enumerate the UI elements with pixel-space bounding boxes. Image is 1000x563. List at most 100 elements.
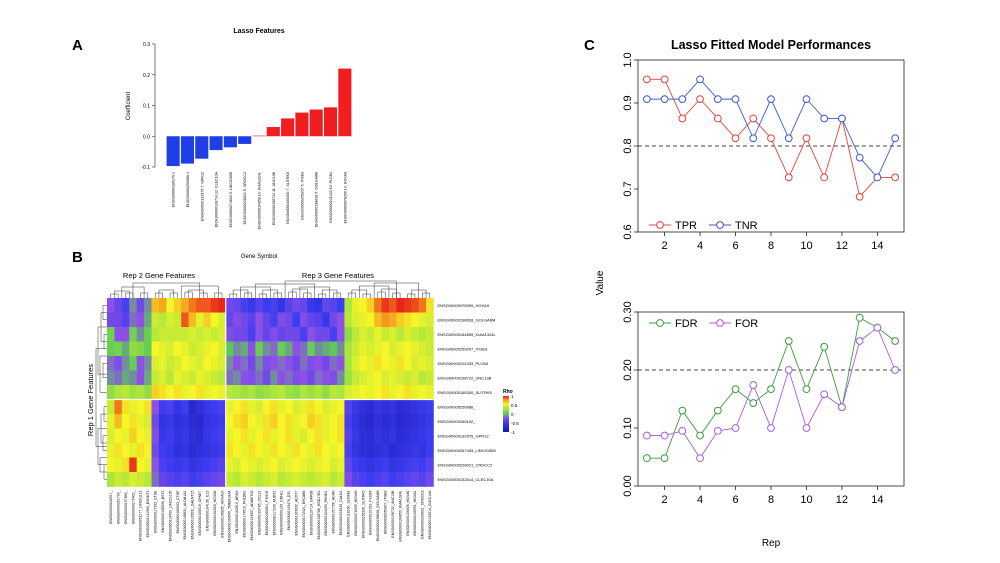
heatmap-cell bbox=[337, 428, 345, 444]
heatmap-cell bbox=[166, 356, 175, 371]
heatmap-cell bbox=[329, 341, 338, 357]
heatmap-cell bbox=[344, 341, 353, 357]
heatmap-cell bbox=[337, 298, 345, 313]
data-point-fdr bbox=[713, 406, 722, 415]
heatmap-cell bbox=[285, 370, 293, 386]
heatmap-cell bbox=[285, 399, 293, 415]
heatmap-cell bbox=[396, 327, 405, 342]
heatmap-cell bbox=[396, 428, 405, 444]
data-point-fdr bbox=[660, 454, 669, 463]
heatmap-cell bbox=[277, 428, 286, 444]
heatmap-cell bbox=[196, 414, 204, 429]
heatmap-cell bbox=[329, 428, 338, 444]
heatmap-cell bbox=[166, 370, 175, 386]
heatmap-cell bbox=[411, 341, 419, 357]
lasso-x-tick-label: ENSG00000250986.4 bbox=[186, 172, 190, 207]
heatmap-cell bbox=[374, 298, 382, 313]
heatmap-cell bbox=[188, 472, 197, 487]
heatmap-cell bbox=[388, 370, 397, 386]
heatmap-cell bbox=[292, 356, 301, 371]
heatmap-cell bbox=[240, 414, 249, 429]
heatmap-cell bbox=[262, 414, 271, 429]
data-point-fdr bbox=[642, 454, 651, 463]
heatmap-cell bbox=[322, 414, 330, 429]
heatmap-cell bbox=[166, 298, 175, 313]
heatmap-col-label: ENSG00000176402_ bbox=[131, 490, 135, 523]
heatmap-cell bbox=[136, 399, 145, 415]
heatmap-cell bbox=[247, 341, 256, 357]
data-point-for bbox=[642, 431, 651, 440]
heatmap-cell bbox=[351, 341, 360, 357]
heatmap-cell bbox=[173, 428, 182, 444]
heatmap-legend-tick: -0.5 bbox=[511, 421, 519, 426]
heatmap-cell bbox=[203, 385, 212, 400]
data-point-fdr bbox=[696, 431, 704, 440]
heatmap-cell bbox=[366, 414, 375, 429]
heatmap-cell bbox=[121, 341, 130, 357]
heatmap-cell bbox=[299, 428, 308, 444]
heatmap-cell bbox=[396, 370, 405, 386]
heatmap-cell bbox=[277, 414, 286, 429]
heatmap-cell bbox=[314, 370, 323, 386]
heatmap-cell bbox=[277, 399, 286, 415]
heatmap-cell bbox=[411, 298, 419, 313]
heatmap-cell bbox=[144, 298, 152, 313]
heatmap-cell bbox=[277, 327, 286, 342]
heatmap-cell bbox=[188, 312, 197, 328]
x-tick-label: 10 bbox=[800, 494, 812, 506]
heatmap-cell bbox=[210, 472, 219, 487]
heatmap-cell bbox=[270, 356, 278, 371]
heatmap-col-label: ENSG00000160801_PTH1R bbox=[265, 490, 269, 535]
heatmap-cell bbox=[314, 399, 323, 415]
heatmap-col-label: ENSG00000197892_ bbox=[124, 490, 128, 523]
heatmap-cell bbox=[121, 414, 130, 429]
heatmap-cell bbox=[210, 428, 219, 444]
heatmap-cell bbox=[114, 399, 123, 415]
data-point-for bbox=[838, 403, 846, 412]
heatmap-cell bbox=[121, 399, 130, 415]
heatmap-cell bbox=[374, 428, 382, 444]
heatmap-cell bbox=[151, 298, 160, 313]
heatmap-cell bbox=[285, 385, 293, 400]
heatmap-cell bbox=[403, 341, 412, 357]
heatmap-cell bbox=[225, 356, 234, 371]
heatmap-row-label: ENSG00000198628_GOLGA8M bbox=[437, 317, 495, 322]
heatmap-cell bbox=[218, 341, 227, 357]
legend-marker-tnr bbox=[716, 221, 724, 229]
heatmap-cell bbox=[418, 428, 427, 444]
lasso-y-tick-label: 0.1 bbox=[143, 104, 150, 110]
heatmap-col-label: ENSG00000262177_LINC01119 bbox=[139, 490, 143, 541]
data-point-for bbox=[891, 366, 900, 374]
heatmap-cell bbox=[181, 298, 189, 313]
heatmap-col-label: ENSG00000166342_CTGF bbox=[176, 491, 180, 534]
heatmap-col-label: ENSG00000118160_SLC8A2 bbox=[346, 490, 350, 536]
heatmap-col-group-label-rep2: Rep 2 Gene Features bbox=[123, 271, 195, 280]
heatmap-cell bbox=[344, 356, 353, 371]
heatmap-cell bbox=[277, 298, 286, 313]
legend-label-tnr: TNR bbox=[735, 220, 758, 232]
heatmap-cell bbox=[196, 443, 204, 458]
heatmap-cell bbox=[151, 399, 160, 415]
heatmap-cell bbox=[411, 327, 419, 342]
heatmap-cell bbox=[121, 472, 130, 487]
heatmap-cell bbox=[366, 370, 375, 386]
heatmap-cell bbox=[225, 443, 234, 458]
heatmap-cell bbox=[374, 312, 382, 328]
heatmap-cell bbox=[418, 298, 427, 313]
heatmap-cell bbox=[121, 385, 130, 400]
heatmap-cell bbox=[151, 428, 160, 444]
heatmap-cell bbox=[277, 385, 286, 400]
lasso-features-chart: Lasso Features Coefficient Gene Symbol -… bbox=[126, 28, 352, 260]
heatmap-cell bbox=[270, 341, 278, 357]
heatmap-cell bbox=[411, 428, 419, 444]
heatmap-cell bbox=[403, 327, 412, 342]
heatmap-cell bbox=[173, 298, 182, 313]
correlation-heatmap: Rep 2 Gene Features Rep 3 Gene Features … bbox=[86, 271, 519, 542]
value-axis-label: Value bbox=[595, 270, 606, 295]
heatmap-cell bbox=[188, 428, 197, 444]
heatmap-col-label: ENSG00000162819_NRG4 bbox=[235, 490, 239, 533]
heatmap-cell bbox=[307, 472, 316, 487]
heatmap-cell bbox=[114, 370, 123, 386]
heatmap-col-label: ENSG00000132514_CLEC10A bbox=[428, 490, 432, 540]
heatmap-cell bbox=[329, 370, 338, 386]
